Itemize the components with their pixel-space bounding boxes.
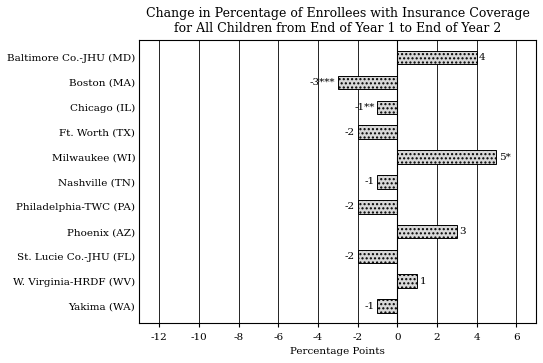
Text: -2: -2 bbox=[345, 128, 355, 137]
Text: -2: -2 bbox=[345, 252, 355, 261]
Title: Change in Percentage of Enrollees with Insurance Coverage
for All Children from : Change in Percentage of Enrollees with I… bbox=[146, 7, 529, 35]
Bar bbox=[397, 274, 417, 288]
Bar bbox=[357, 250, 397, 263]
Text: -2: -2 bbox=[345, 202, 355, 211]
Text: -1**: -1** bbox=[355, 103, 375, 112]
Bar bbox=[397, 150, 496, 164]
Text: 3: 3 bbox=[459, 227, 466, 236]
Text: -3***: -3*** bbox=[310, 78, 336, 87]
Bar bbox=[338, 76, 397, 89]
Text: 5*: 5* bbox=[499, 152, 510, 162]
Text: 4: 4 bbox=[479, 53, 485, 62]
Bar bbox=[357, 125, 397, 139]
Bar bbox=[357, 200, 397, 213]
Bar bbox=[377, 299, 397, 313]
Text: -1: -1 bbox=[365, 302, 375, 311]
Bar bbox=[377, 101, 397, 114]
Text: -1: -1 bbox=[365, 178, 375, 186]
Bar bbox=[397, 225, 457, 238]
Bar bbox=[377, 175, 397, 189]
X-axis label: Percentage Points: Percentage Points bbox=[291, 347, 385, 356]
Text: 1: 1 bbox=[419, 277, 426, 286]
Bar bbox=[397, 51, 477, 65]
